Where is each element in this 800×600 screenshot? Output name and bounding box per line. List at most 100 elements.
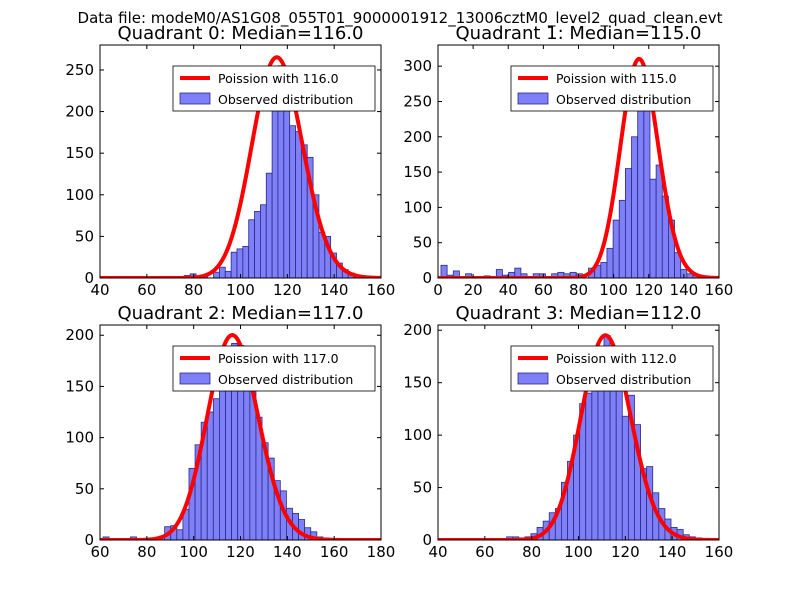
legend-bar-swatch — [517, 92, 549, 105]
x-tick-label: 80 — [569, 281, 588, 299]
y-tick-label: 0 — [84, 531, 94, 549]
poisson-curve — [100, 55, 381, 278]
legend-curve-label: Poission with 112.0 — [556, 351, 677, 366]
y-tick-label: 100 — [65, 186, 94, 204]
legend: Poission with 117.0 Observed distribution — [172, 345, 376, 392]
x-tick-label: 40 — [428, 543, 447, 561]
histogram-bar — [643, 101, 651, 278]
legend-bar-swatch — [517, 372, 549, 385]
x-tick-label: 160 — [367, 281, 396, 299]
subplot-title: Quadrant 1: Median=115.0 — [456, 23, 702, 44]
x-tick-label: 140 — [658, 543, 687, 561]
y-tick-label: 0 — [422, 531, 432, 549]
x-tick-label: 60 — [475, 543, 494, 561]
histogram-bar — [618, 199, 626, 278]
histogram-bar — [440, 264, 448, 278]
y-tick-label: 0 — [84, 269, 94, 287]
legend-bar-label: Observed distribution — [556, 372, 691, 387]
legend-curve-label: Poission with 115.0 — [556, 71, 677, 86]
x-tick-label: 20 — [464, 281, 483, 299]
y-tick-label: 150 — [65, 144, 94, 162]
histogram-bar — [624, 168, 632, 278]
x-tick-label: 120 — [226, 543, 255, 561]
y-tick-label: 50 — [75, 480, 94, 498]
x-tick-label: 100 — [564, 543, 593, 561]
subplot-title: Quadrant 3: Median=112.0 — [456, 303, 702, 324]
y-tick-label: 250 — [403, 92, 432, 110]
subplot-title: Quadrant 0: Median=116.0 — [118, 23, 364, 44]
x-tick-label: 60 — [534, 281, 553, 299]
histogram-bar — [271, 86, 279, 278]
x-tick-label: 120 — [611, 543, 640, 561]
x-tick-label: 0 — [433, 281, 443, 299]
x-tick-label: 100 — [226, 281, 255, 299]
histogram-bar — [230, 251, 238, 278]
y-tick-label: 200 — [65, 103, 94, 121]
subplot-2: Quadrant 2: Median=117.0 60 80 100 120 140 160… — [65, 303, 395, 561]
subplot-0: Quadrant 0: Median=116.0 40 60 80 100 120 140 1… — [65, 23, 395, 299]
histogram-bar — [520, 273, 528, 278]
histogram-bar — [212, 398, 220, 540]
figure-suptitle: Data file: modeM0/AS1G08_055T01_90000019… — [78, 9, 723, 28]
histogram-bar — [254, 211, 261, 278]
histogram-bar — [600, 262, 608, 278]
y-tick-label: 50 — [75, 227, 94, 245]
subplot-1: Quadrant 1: Median=115.0 0 20 40 60 80 100 120 1… — [403, 23, 733, 299]
y-tick-label: 0 — [422, 269, 432, 287]
histogram-bar — [225, 375, 233, 540]
legend-curve-label: Poission with 117.0 — [218, 351, 339, 366]
histogram-bar — [260, 204, 267, 278]
histogram-bar — [621, 415, 629, 540]
y-tick-label: 100 — [403, 426, 432, 444]
y-tick-label: 300 — [403, 57, 432, 75]
x-tick-label: 140 — [273, 543, 302, 561]
histogram-bar — [655, 164, 663, 278]
histogram-bar — [213, 271, 220, 278]
y-tick-label: 150 — [403, 374, 432, 392]
histogram-bar — [176, 529, 184, 540]
poisson-curve — [438, 333, 719, 540]
x-tick-label: 140 — [320, 281, 349, 299]
x-tick-label: 100 — [179, 543, 208, 561]
legend-bar-label: Observed distribution — [218, 372, 353, 387]
x-tick-label: 80 — [522, 543, 541, 561]
histogram-bar — [612, 219, 620, 278]
histogram-bar — [242, 245, 250, 278]
histogram-bar — [649, 178, 657, 278]
histogram-bar — [585, 392, 593, 540]
histogram-bar — [265, 172, 273, 278]
histogram-bar — [606, 247, 614, 278]
subplot-title: Quadrant 2: Median=117.0 — [118, 303, 364, 324]
histogram-bar — [465, 273, 473, 278]
x-tick-label: 40 — [499, 281, 518, 299]
legend-bar-swatch — [179, 92, 211, 105]
x-tick-label: 40 — [90, 281, 109, 299]
histogram-bar — [219, 388, 226, 540]
plot-area — [100, 55, 381, 278]
y-tick-label: 100 — [65, 429, 94, 447]
x-tick-label: 160 — [705, 543, 734, 561]
histogram-bar — [224, 270, 232, 278]
legend-bar-label: Observed distribution — [556, 92, 691, 107]
x-tick-label: 120 — [273, 281, 302, 299]
y-tick-label: 150 — [403, 163, 432, 181]
histogram-bar — [591, 377, 599, 540]
x-tick-label: 60 — [90, 543, 109, 561]
histogram-bar — [248, 219, 255, 278]
x-tick-label: 120 — [634, 281, 663, 299]
histogram-bar — [206, 411, 214, 540]
x-tick-label: 100 — [599, 281, 628, 299]
y-tick-label: 100 — [403, 198, 432, 216]
y-tick-label: 200 — [65, 326, 94, 344]
subplots: Quadrant 0: Median=116.0 40 60 80 100 120 140 1… — [65, 23, 733, 561]
y-tick-label: 200 — [403, 321, 432, 339]
legend-bar-swatch — [179, 372, 211, 385]
histogram-bar — [538, 273, 546, 278]
x-tick-label: 140 — [670, 281, 699, 299]
histogram-bar — [219, 266, 226, 278]
y-tick-label: 50 — [413, 234, 432, 252]
histogram-bar — [295, 131, 302, 278]
histogram-bar — [631, 136, 639, 278]
y-tick-label: 200 — [403, 128, 432, 146]
